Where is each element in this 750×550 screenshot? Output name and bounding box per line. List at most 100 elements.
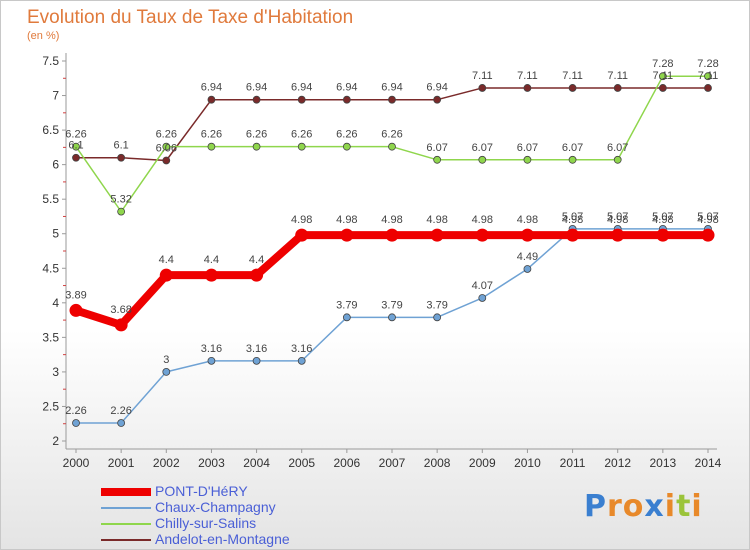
data-label: 7.11 — [562, 70, 583, 82]
x-tick-label: 2003 — [198, 456, 225, 470]
data-label: 4.98 — [652, 214, 673, 226]
y-tick-label: 4.5 — [42, 261, 59, 275]
y-tick-label: 5 — [52, 227, 59, 241]
data-point — [388, 142, 396, 151]
y-tick-label: 4 — [52, 296, 59, 310]
data-label: 6.26 — [65, 129, 86, 141]
legend-label: Chilly-sur-Salins — [155, 515, 257, 531]
data-label: 7.28 — [652, 58, 673, 70]
data-label: 4.07 — [472, 280, 493, 292]
data-point — [297, 356, 306, 365]
data-label: 3.16 — [246, 343, 267, 355]
data-point — [433, 95, 442, 104]
data-label: 4.98 — [381, 214, 402, 226]
y-tick-label: 3 — [52, 365, 59, 379]
data-label: 7.11 — [517, 70, 538, 82]
data-point — [207, 356, 216, 365]
data-label: 3.16 — [201, 343, 222, 355]
data-point — [252, 95, 261, 104]
chart-unit: (en %) — [27, 30, 60, 42]
series-2 — [72, 72, 712, 216]
data-point — [342, 313, 351, 322]
series-3 — [72, 84, 712, 165]
x-tick-label: 2005 — [288, 456, 315, 470]
legend-label: Andelot-en-Montagne — [155, 531, 290, 547]
data-label: 6.07 — [607, 142, 628, 154]
data-point — [162, 142, 171, 151]
data-point — [69, 303, 83, 317]
data-label: 4.4 — [204, 254, 219, 266]
x-tick-label: 2000 — [63, 456, 90, 470]
series-layer — [69, 72, 715, 427]
x-tick-label: 2011 — [560, 456, 586, 470]
brand-letter: i — [664, 489, 677, 524]
data-point — [613, 84, 622, 92]
data-point — [388, 95, 396, 104]
data-label: 4.98 — [426, 214, 447, 226]
data-label: 3.79 — [426, 299, 447, 311]
data-point — [162, 156, 171, 165]
data-labels: 3.89 3.68 4.4 4.4 4.4 4.98 4.98 4.98 4.98 4.98 4.9… — [65, 58, 718, 417]
data-point — [478, 155, 487, 164]
y-tick-label: 6 — [52, 158, 59, 172]
data-label: 6.94 — [336, 82, 357, 94]
data-label: 6.94 — [426, 82, 447, 94]
data-label: 5.32 — [110, 194, 131, 206]
data-point — [117, 419, 126, 427]
y-tick-label: 3.5 — [42, 330, 59, 344]
data-point — [252, 142, 261, 151]
data-label: 3.79 — [381, 299, 402, 311]
data-point — [523, 155, 532, 164]
data-label: 6.26 — [291, 129, 312, 141]
data-label: 4.98 — [607, 214, 628, 226]
data-label: 6.07 — [472, 142, 493, 154]
data-label: 7.28 — [697, 58, 718, 70]
data-point — [162, 368, 171, 376]
data-point — [114, 318, 128, 332]
data-point — [117, 207, 126, 216]
brand-letter: x — [644, 489, 665, 524]
data-point — [523, 84, 532, 92]
data-label: 6.26 — [381, 129, 402, 141]
data-label: 6.1 — [68, 140, 83, 152]
brand-letter: t — [676, 489, 692, 524]
legend-swatch — [101, 488, 151, 496]
data-label: 2.26 — [110, 405, 131, 417]
data-point — [159, 268, 173, 282]
y-tick-label: 6.5 — [42, 123, 59, 137]
data-point — [252, 356, 261, 365]
data-label: 4.98 — [336, 214, 357, 226]
data-label: 3 — [163, 354, 169, 366]
chart-title: Evolution du Taux de Taxe d'Habitation — [27, 7, 354, 28]
data-label: 3.89 — [65, 289, 86, 301]
data-point — [658, 84, 667, 92]
data-label: 3.16 — [291, 343, 312, 355]
data-point — [566, 228, 580, 242]
data-label: 4.98 — [472, 214, 493, 226]
data-point — [658, 72, 667, 81]
x-tick-label: 2004 — [243, 456, 270, 470]
data-point — [433, 155, 442, 164]
brand-letter: o — [622, 489, 645, 524]
data-point — [478, 294, 487, 302]
data-point — [613, 155, 622, 164]
data-label: 6.1 — [113, 140, 128, 152]
data-label: 5.07 — [562, 211, 583, 223]
data-label: 4.4 — [249, 254, 264, 266]
y-tick-label: 2 — [52, 434, 59, 448]
legend-swatch — [101, 507, 151, 509]
data-point — [72, 142, 80, 151]
data-label: 6.94 — [381, 82, 402, 94]
data-point — [433, 313, 442, 322]
data-point — [704, 84, 712, 92]
data-label: 7.11 — [607, 70, 628, 82]
data-point — [568, 84, 577, 92]
x-tick-label: 2013 — [650, 456, 677, 470]
data-point — [204, 268, 218, 282]
data-point — [430, 228, 444, 242]
y-tick-label: 7.5 — [42, 54, 59, 68]
brand-letter: i — [691, 489, 703, 524]
data-point — [117, 153, 126, 162]
data-label: 6.94 — [291, 82, 312, 94]
